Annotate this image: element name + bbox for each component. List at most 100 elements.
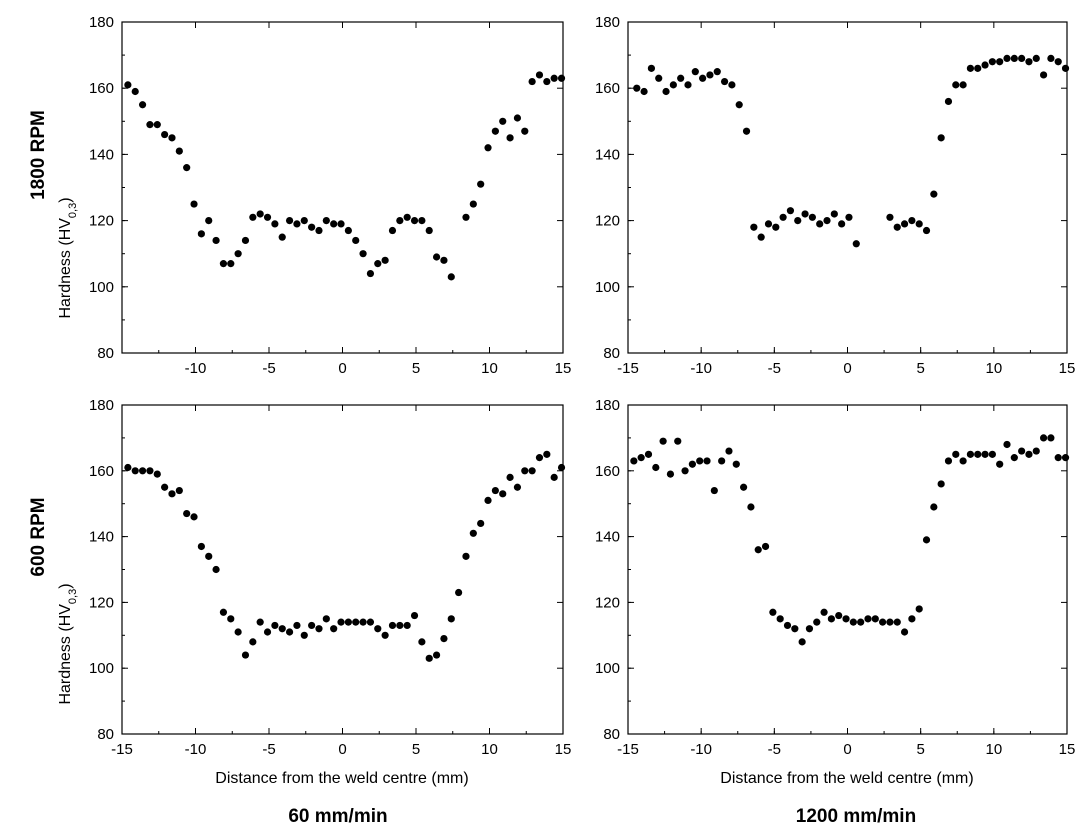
data-point [153,121,161,129]
data-point [477,180,485,188]
data-point [256,618,264,626]
data-point [1032,447,1040,455]
data-point [900,628,909,636]
y-tick-label: 140 [89,529,114,546]
data-point [315,625,323,633]
data-point [718,457,726,465]
data-point [337,220,345,228]
row-label-1800: 1800 RPM [28,110,49,200]
data-point [1061,454,1070,462]
data-point [857,618,865,626]
data-point [330,625,338,633]
data-point [366,618,375,626]
x-tick-label: 15 [555,741,572,758]
data-point [256,210,264,218]
data-point [944,457,953,465]
data-point [477,519,485,528]
x-tick-label: 15 [1059,741,1076,758]
data-point [633,84,641,92]
data-point [447,273,455,281]
data-point [1032,54,1040,63]
panel-1800rpm-1200mm: -15 -10 -5 0 5 10 15 80 100 120 140 160 180 [595,14,1075,377]
x-tick-label: 10 [481,360,498,377]
data-point [666,470,675,478]
data-point [381,631,389,639]
data-point [219,608,228,616]
data-point [205,552,213,560]
data-point [249,213,257,221]
panel-1800rpm-60mm: -10 -5 0 5 10 15 80 100 120 140 160 180 [89,14,571,377]
data-point [710,486,718,495]
data-point [886,618,894,626]
data-point [1047,434,1055,442]
y-tick-label: 160 [595,80,620,97]
data-point [764,220,773,228]
data-point [966,64,975,72]
data-point [725,447,733,455]
data-point [827,615,836,623]
y-tick-label: 100 [595,279,620,296]
data-point [513,483,522,491]
data-point [1003,440,1011,449]
data-point [227,260,235,268]
data-point [322,217,330,225]
xlabel-left: Distance from the weld centre (mm) [215,770,468,787]
data-point [499,117,507,125]
data-point [403,213,411,221]
x-tick-label: -5 [768,741,781,758]
data-point [249,638,257,646]
data-point [1025,450,1033,458]
y-tick-label: 100 [89,279,114,296]
panel-600rpm-60mm: -15 -10 -5 0 5 10 15 80 100 120 140 160 180 [89,397,571,758]
data-point [988,450,996,458]
ylabel-bottom: Hardness (HV0,3) [57,583,79,704]
data-point [805,625,814,633]
data-point [699,74,707,82]
data-point [293,220,301,228]
data-point [786,207,795,215]
x-tick-label: 0 [843,741,851,758]
data-point [263,213,272,221]
data-point [146,121,154,129]
y-tick-label: 140 [595,529,620,546]
data-point [842,615,850,623]
data-point [684,81,692,89]
data-point [845,213,853,221]
y-tick-label: 120 [89,213,114,230]
data-point [418,638,426,646]
data-point [879,618,887,626]
col-label-1200: 1200 mm/min [796,806,916,827]
y-tick-label: 180 [595,14,620,31]
data-point [849,618,857,626]
data-point [278,625,286,633]
data-point [396,217,404,225]
data-point [190,513,198,521]
data-point [330,220,338,228]
data-point [168,490,176,498]
data-point [403,621,411,630]
data-point [161,130,169,139]
y-tick-label: 180 [89,397,114,414]
data-point [630,457,638,465]
x-tick-label: -15 [617,360,639,377]
data-point [337,618,345,626]
data-point [1018,447,1026,455]
ylabel-top: Hardness (HV0,3) [57,197,79,318]
data-point [234,250,242,258]
data-point [900,220,909,228]
row-label-600: 600 RPM [28,497,49,576]
data-point [659,437,667,445]
data-point [813,618,821,626]
data-point [1039,71,1048,79]
plot-frame [121,21,564,354]
data-point [794,217,802,225]
data-point [677,74,685,82]
y-tick-label: 160 [89,463,114,480]
data-point [944,97,953,106]
data-point [1054,454,1062,462]
x-tick-label: -10 [185,360,207,377]
data-point [344,618,352,626]
data-point [278,233,286,241]
data-point [138,467,147,475]
